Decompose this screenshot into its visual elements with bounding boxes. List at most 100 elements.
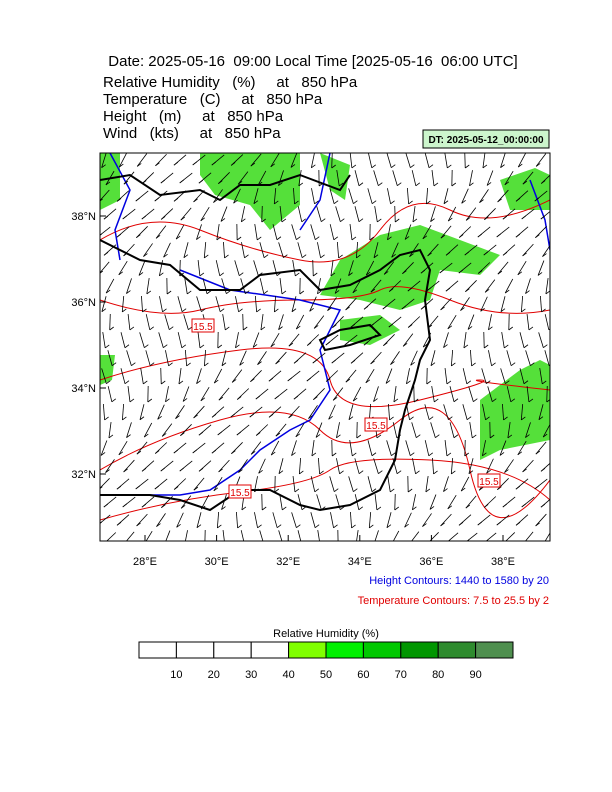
barb-flag <box>180 432 185 437</box>
lat-label: 38°N <box>71 211 96 223</box>
barb-flag <box>155 162 160 167</box>
barb <box>500 368 506 384</box>
barb-flag <box>330 272 336 277</box>
barb-flag <box>278 326 283 330</box>
barb-flag <box>295 272 300 277</box>
barb-flag <box>249 413 255 418</box>
barb <box>259 530 264 541</box>
barb <box>402 333 414 347</box>
barb <box>526 314 530 330</box>
barb <box>241 242 245 258</box>
barb-flag <box>299 290 305 295</box>
barb <box>373 242 379 258</box>
barb-flag <box>338 543 342 546</box>
barb-flag <box>123 180 129 185</box>
barb <box>197 332 201 348</box>
barb-flag <box>321 218 326 222</box>
barb <box>386 153 392 168</box>
barb <box>525 278 531 294</box>
barb-flag <box>515 198 521 202</box>
barb <box>427 315 439 329</box>
barb-flag <box>221 362 227 367</box>
barb <box>221 494 227 510</box>
barb <box>310 476 316 492</box>
barb-flag <box>299 470 304 475</box>
barb-flag <box>460 487 466 492</box>
barb-flag <box>139 416 145 421</box>
barb-flag <box>425 488 431 493</box>
header-line: Temperature (C) at 850 hPa <box>103 91 323 108</box>
barb <box>447 494 457 510</box>
barb <box>136 441 148 455</box>
barb-flag <box>521 308 526 313</box>
barb <box>462 368 468 384</box>
barb-flag <box>451 182 457 187</box>
barb <box>291 440 297 456</box>
barb-flag <box>447 325 453 330</box>
barb-flag <box>154 197 159 202</box>
barb <box>367 476 373 492</box>
barb <box>387 224 391 240</box>
barb-flag <box>147 398 153 403</box>
barb <box>520 295 524 313</box>
barb-flag <box>333 236 339 241</box>
barb <box>120 332 126 348</box>
barb-flag <box>466 539 469 541</box>
barb <box>270 332 280 348</box>
barb <box>102 403 106 421</box>
barb <box>123 243 135 257</box>
barb-flag <box>257 361 262 365</box>
barb <box>432 457 434 475</box>
barb-flag <box>497 270 503 275</box>
barb <box>136 513 148 527</box>
colorbar-label: 40 <box>282 669 294 681</box>
barb-flag <box>397 182 402 186</box>
barb <box>431 170 435 186</box>
contour-label: 15.5 <box>479 477 499 488</box>
barb-flag <box>376 506 382 511</box>
barb-flag <box>122 308 127 313</box>
barb-flag <box>142 308 147 313</box>
barb-flag <box>116 485 122 490</box>
barb-flag <box>447 164 452 169</box>
barb-flag <box>500 308 506 313</box>
barb-flag <box>141 468 147 472</box>
barb-flag <box>353 200 358 204</box>
barb <box>336 422 340 438</box>
barb <box>506 386 512 402</box>
barb <box>355 241 359 259</box>
barb <box>297 530 302 541</box>
barb-flag <box>213 487 219 492</box>
barb <box>525 531 534 541</box>
barb-flag <box>257 181 263 186</box>
barb-flag <box>175 415 180 419</box>
barb <box>288 405 300 419</box>
barb <box>500 296 506 312</box>
barb-flag <box>252 344 258 348</box>
barb <box>272 224 278 240</box>
barb-flag <box>105 181 111 186</box>
barb <box>538 404 544 420</box>
contour-label-box <box>228 484 252 499</box>
barb <box>315 422 323 438</box>
barb-flag <box>103 251 109 256</box>
barb <box>373 458 379 474</box>
barb <box>504 278 514 294</box>
barb <box>440 513 452 527</box>
barb-flag <box>422 235 428 240</box>
barb-flag <box>157 415 162 420</box>
barb-flag <box>238 469 243 473</box>
barb <box>429 494 437 510</box>
barb-flag <box>136 450 142 455</box>
barb-flag <box>156 523 161 527</box>
barb <box>165 530 171 541</box>
barb-flag <box>440 234 446 239</box>
barb <box>182 386 190 402</box>
barb <box>486 170 494 186</box>
barb <box>404 512 412 528</box>
barb-flag <box>254 488 259 493</box>
barb-flag <box>218 396 224 401</box>
barb-flag <box>338 182 344 187</box>
barb-flag <box>358 506 364 511</box>
barb-flag <box>294 200 299 205</box>
